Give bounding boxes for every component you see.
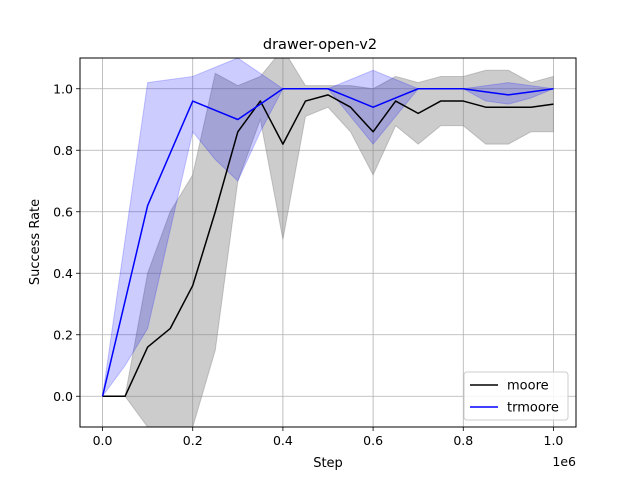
legend-box bbox=[463, 371, 569, 421]
x-axis-label: Step bbox=[313, 456, 343, 471]
band-moore bbox=[102, 58, 554, 427]
y-tick-label: 1.0 bbox=[53, 81, 73, 96]
confidence-bands bbox=[102, 58, 556, 427]
y-tick-label: 0.8 bbox=[53, 143, 73, 158]
line-trmoore bbox=[101, 88, 554, 397]
x-tick-label: 0.2 bbox=[183, 433, 203, 448]
y-tick-label: 0.4 bbox=[53, 266, 73, 281]
x-tick-label: 0.6 bbox=[363, 433, 383, 448]
x-tick-label: 0.8 bbox=[453, 433, 473, 448]
band-trmoore bbox=[102, 58, 556, 397]
grid bbox=[80, 58, 576, 427]
y-tick-label: 0.6 bbox=[53, 204, 73, 219]
y-axis-label: Success Rate bbox=[28, 199, 43, 285]
legend-label-trmoore: trmoore bbox=[507, 401, 559, 416]
x-tick-label: 0.4 bbox=[273, 433, 293, 448]
series-lines bbox=[101, 88, 554, 397]
axes-frame bbox=[79, 57, 577, 428]
y-tick-label: 0.0 bbox=[53, 389, 73, 404]
legend-label-moore: moore bbox=[507, 379, 549, 394]
x-tick-label: 1.0 bbox=[544, 433, 564, 448]
line-moore bbox=[102, 94, 554, 397]
x-tick-label: 0.0 bbox=[93, 433, 113, 448]
x-axis-offset-label: 1e6 bbox=[552, 454, 576, 469]
ticks: 0.0 0.2 0.4 0.6 0.8 1.0 0.0 0.2 0.4 0.6 0.8 1.0 bbox=[53, 81, 563, 448]
legend: moore trmoore bbox=[463, 371, 569, 421]
chart-title: drawer-open-v2 bbox=[263, 37, 377, 53]
y-tick-label: 0.2 bbox=[53, 327, 73, 342]
